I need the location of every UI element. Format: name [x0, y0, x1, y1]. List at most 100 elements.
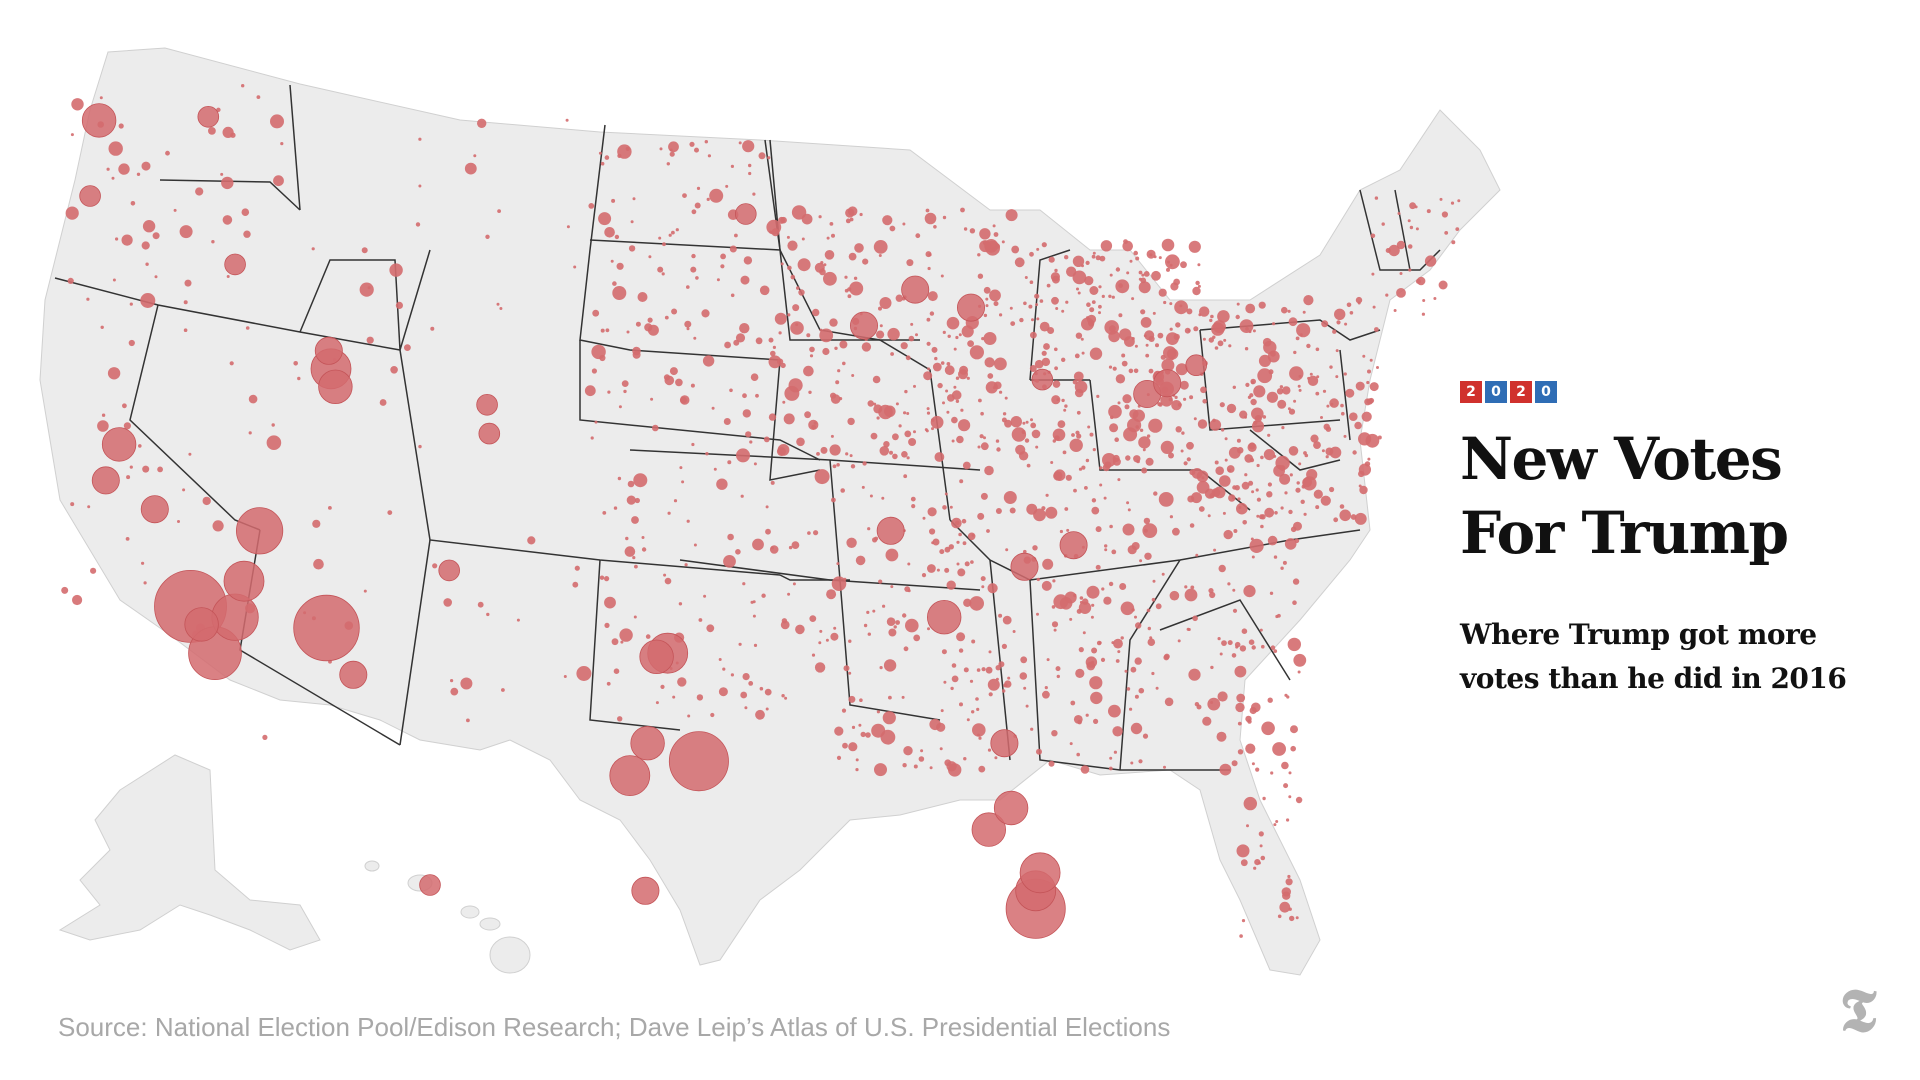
county-bubble [765, 528, 771, 535]
hotspot-bubble [236, 507, 284, 555]
county-bubble [1297, 670, 1301, 674]
county-bubble [970, 560, 974, 564]
county-bubble [1091, 603, 1095, 607]
county-bubble [1130, 722, 1143, 735]
county-bubble [925, 429, 929, 433]
county-bubble [903, 746, 913, 756]
county-bubble [1295, 916, 1299, 920]
county-bubble [633, 473, 648, 488]
county-bubble [1166, 332, 1179, 345]
county-bubble [1160, 440, 1174, 454]
county-bubble [1100, 240, 1113, 252]
county-bubble [157, 466, 164, 473]
county-bubble [572, 581, 579, 588]
county-bubble [765, 707, 769, 711]
county-bubble [969, 679, 974, 683]
county-bubble [1012, 630, 1016, 633]
county-bubble [99, 96, 103, 100]
county-bubble [1051, 730, 1058, 737]
county-bubble [862, 461, 867, 466]
county-bubble [905, 618, 919, 633]
county-bubble [1192, 286, 1201, 296]
county-bubble [940, 361, 945, 365]
county-bubble [1289, 366, 1304, 381]
county-bubble [612, 286, 627, 300]
county-bubble [1140, 309, 1146, 315]
county-bubble [780, 262, 784, 266]
county-bubble [999, 313, 1003, 317]
county-bubble [681, 480, 685, 484]
county-bubble [845, 218, 851, 224]
county-bubble [962, 461, 971, 470]
county-bubble [855, 758, 859, 762]
county-bubble [1258, 831, 1264, 837]
county-bubble [904, 430, 912, 438]
county-bubble [1041, 580, 1052, 591]
county-bubble [1104, 548, 1108, 552]
county-bubble [367, 286, 371, 290]
county-bubble [566, 225, 570, 229]
county-bubble [576, 666, 592, 681]
county-bubble [790, 321, 804, 335]
county-bubble [1051, 395, 1061, 405]
county-bubble [1122, 523, 1135, 536]
county-bubble [691, 253, 696, 259]
hotspot-bubble [91, 466, 120, 495]
county-bubble [1177, 639, 1181, 643]
county-bubble [966, 376, 970, 380]
county-bubble [808, 390, 812, 394]
county-bubble [686, 285, 690, 289]
hotspot-bubble [478, 422, 501, 445]
county-bubble [1135, 622, 1142, 629]
county-bubble [988, 692, 993, 697]
county-bubble [1352, 450, 1357, 455]
county-bubble [780, 620, 790, 630]
county-bubble [1276, 388, 1284, 395]
county-bubble [686, 327, 690, 331]
county-bubble [1048, 760, 1055, 767]
county-bubble [501, 688, 505, 692]
county-bubble [1003, 491, 1017, 504]
county-bubble [1108, 581, 1114, 587]
county-bubble [1069, 742, 1073, 746]
county-bubble [1089, 286, 1099, 295]
county-bubble [720, 253, 726, 260]
county-bubble [1414, 205, 1418, 209]
county-bubble [995, 439, 1000, 443]
county-bubble [1273, 649, 1278, 653]
county-bubble [183, 300, 188, 305]
county-bubble [1080, 765, 1090, 774]
county-bubble [61, 586, 69, 594]
county-bubble [1029, 365, 1037, 372]
county-bubble [985, 381, 998, 394]
county-bubble [999, 390, 1003, 394]
county-bubble [936, 568, 940, 572]
county-bubble [1358, 432, 1372, 446]
hotspot-bubble [101, 427, 137, 462]
county-bubble [1329, 365, 1333, 369]
county-bubble [1138, 270, 1143, 275]
county-bubble [848, 671, 852, 675]
county-bubble [266, 435, 282, 451]
county-bubble [848, 252, 857, 261]
county-bubble [811, 424, 817, 430]
county-bubble [801, 213, 813, 225]
county-bubble [112, 278, 116, 282]
hotspot-bubble [609, 755, 651, 796]
county-bubble [1103, 496, 1107, 500]
county-bubble [1219, 763, 1232, 776]
county-bubble [1069, 438, 1083, 452]
county-bubble [889, 225, 896, 232]
county-bubble [183, 328, 188, 333]
county-bubble [1169, 263, 1173, 267]
county-bubble [1171, 400, 1182, 411]
county-bubble [1005, 548, 1009, 552]
county-bubble [733, 339, 740, 346]
county-bubble [100, 325, 104, 329]
county-bubble [903, 411, 907, 415]
county-bubble [1031, 318, 1034, 322]
county-bubble [749, 440, 753, 444]
county-bubble [951, 439, 955, 443]
county-bubble [944, 492, 948, 496]
county-bubble [387, 510, 393, 515]
